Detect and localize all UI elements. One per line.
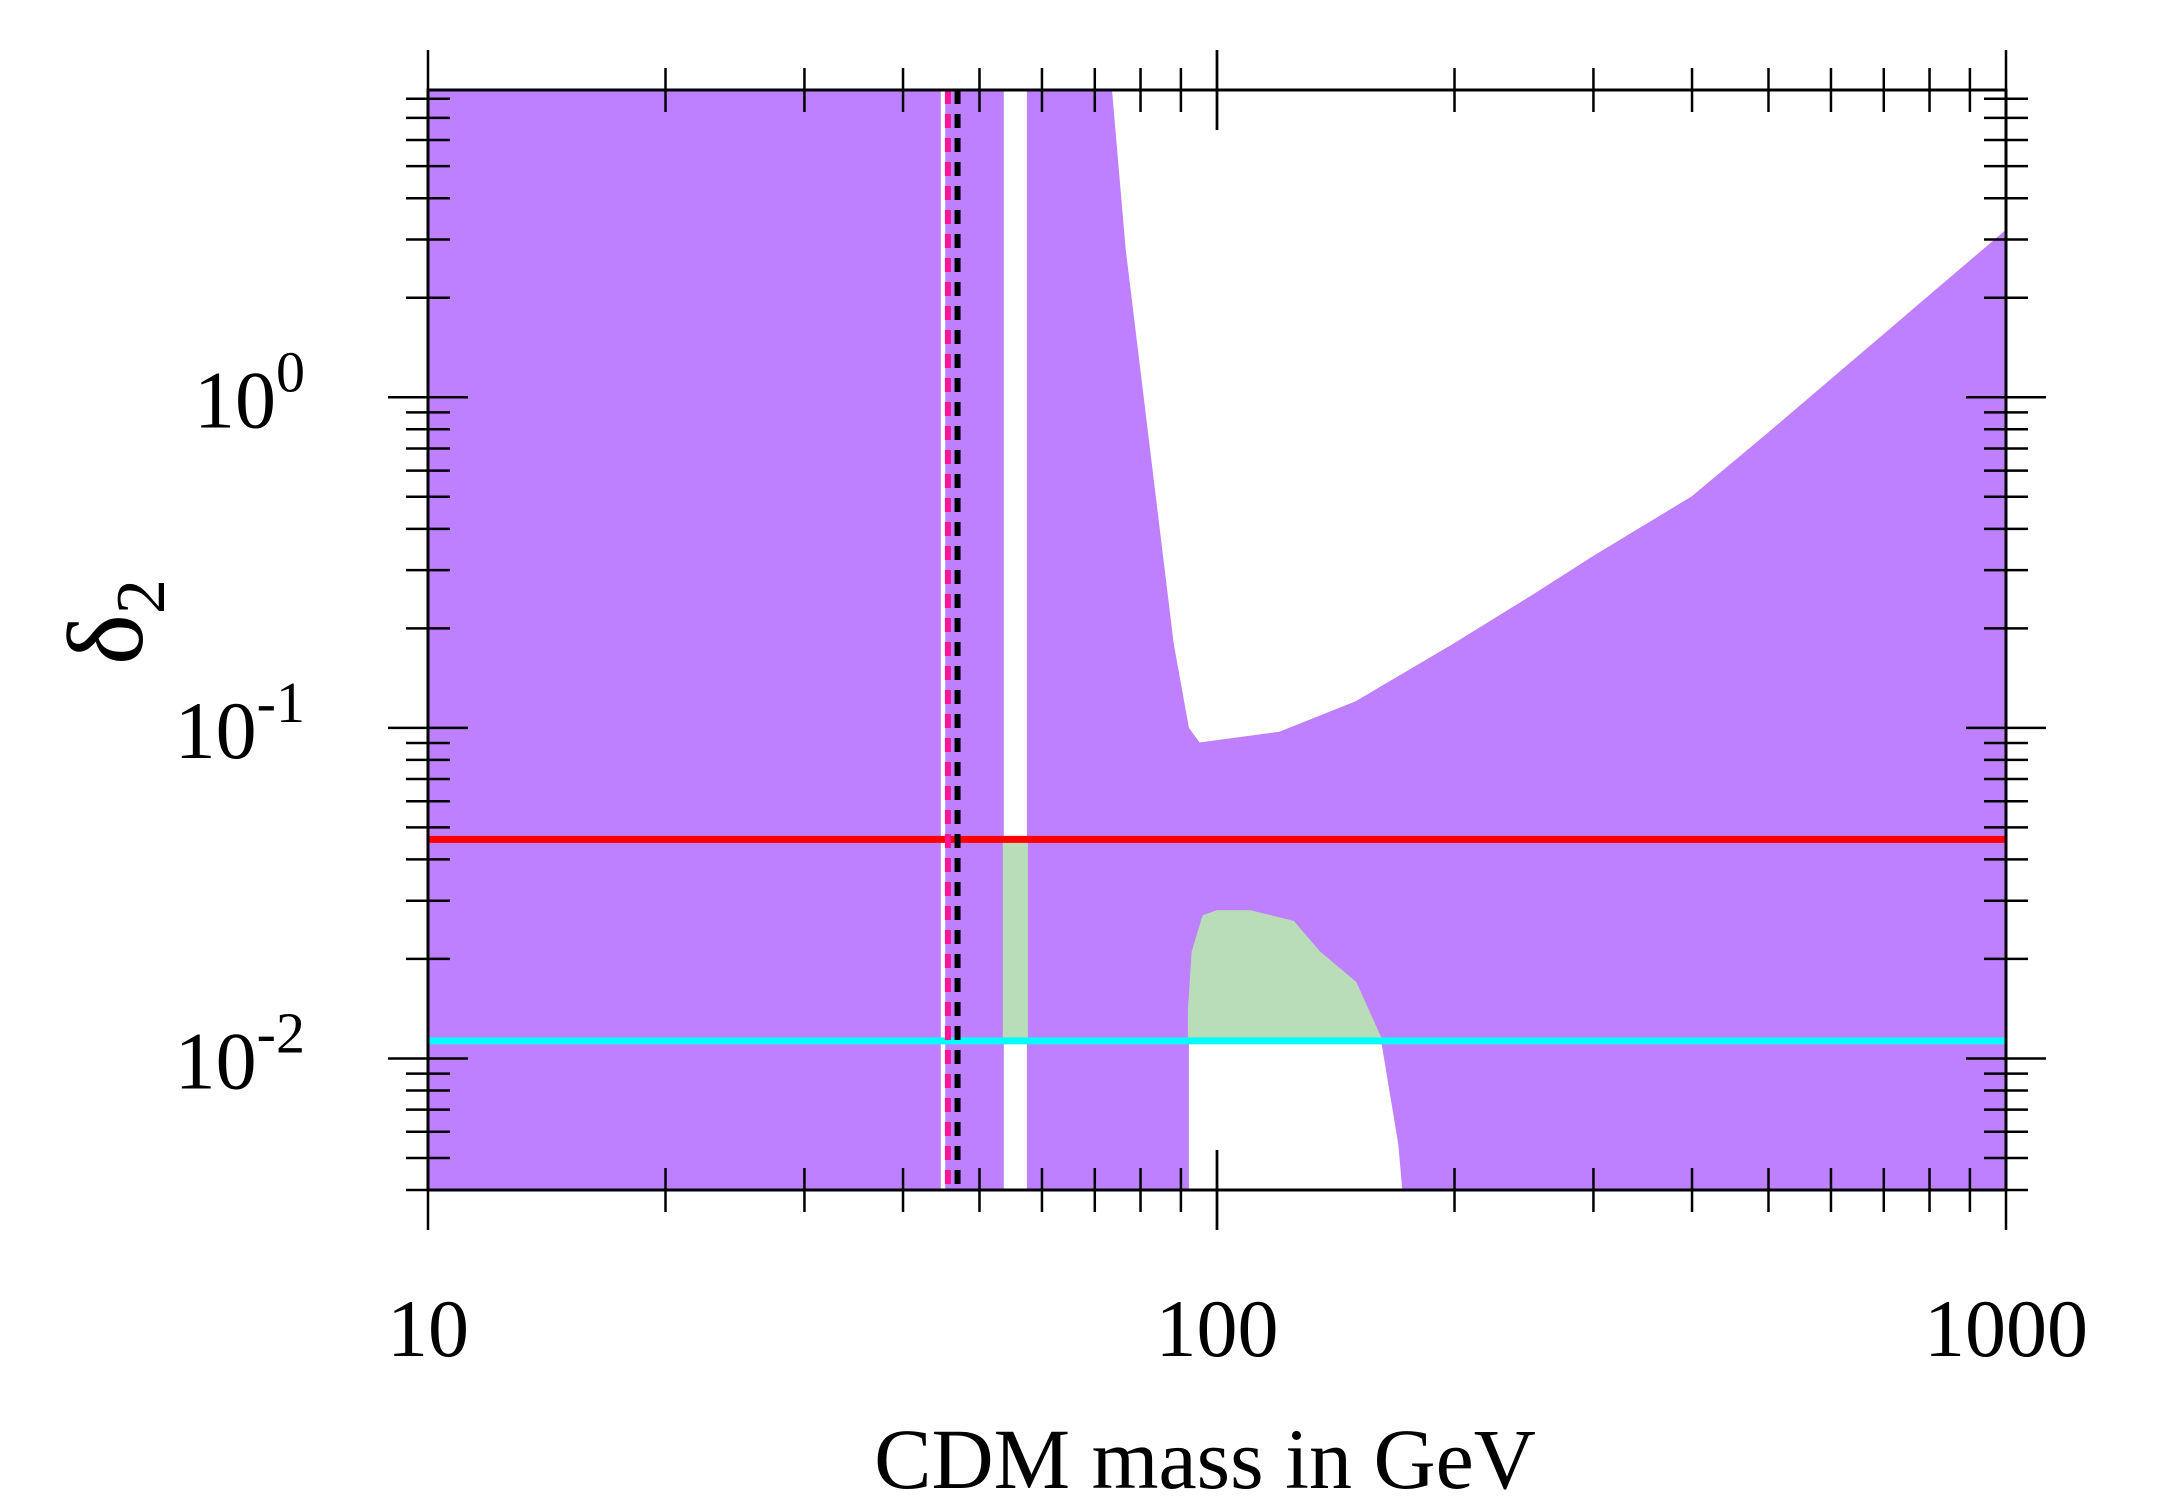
y-tick-label-base: 10 bbox=[194, 354, 276, 445]
x-tick-label: 1000 bbox=[1924, 1283, 2088, 1374]
x-tick-label: 10 bbox=[387, 1283, 469, 1374]
y-tick-label: 100 bbox=[194, 339, 305, 445]
y-tick-label: 10-2 bbox=[175, 1000, 305, 1106]
vertical-dashed-lines bbox=[944, 90, 961, 1190]
y-axis-title: δ2 bbox=[47, 579, 180, 665]
x-axis-title: CDM mass in GeV bbox=[874, 1411, 1536, 1507]
y-axis-title-subscript: 2 bbox=[103, 579, 180, 614]
y-tick-label-exponent: 0 bbox=[276, 339, 305, 404]
excluded-region-2 bbox=[1026, 89, 2007, 1191]
x-tick-labels: 10 100 1000 bbox=[387, 1283, 2088, 1374]
excluded-region-0 bbox=[427, 89, 941, 1191]
y-tick-label-exponent: -2 bbox=[257, 1000, 305, 1065]
excluded-region-1 bbox=[945, 89, 1004, 1191]
x-tick-label: 100 bbox=[1156, 1283, 1279, 1374]
chart-regions bbox=[427, 89, 2007, 1191]
y-axis-title-symbol: δ bbox=[47, 614, 166, 665]
axis-ticks bbox=[388, 50, 2046, 1230]
y-tick-label-base: 10 bbox=[175, 685, 257, 776]
y-tick-label: 10-1 bbox=[175, 670, 305, 776]
allowed-region-3 bbox=[1002, 838, 1028, 1042]
y-tick-label-exponent: -1 bbox=[257, 670, 305, 735]
allowed-region-4 bbox=[1187, 910, 1384, 1042]
y-tick-label-base: 10 bbox=[175, 1015, 257, 1106]
horizontal-lines bbox=[428, 835, 2006, 1045]
